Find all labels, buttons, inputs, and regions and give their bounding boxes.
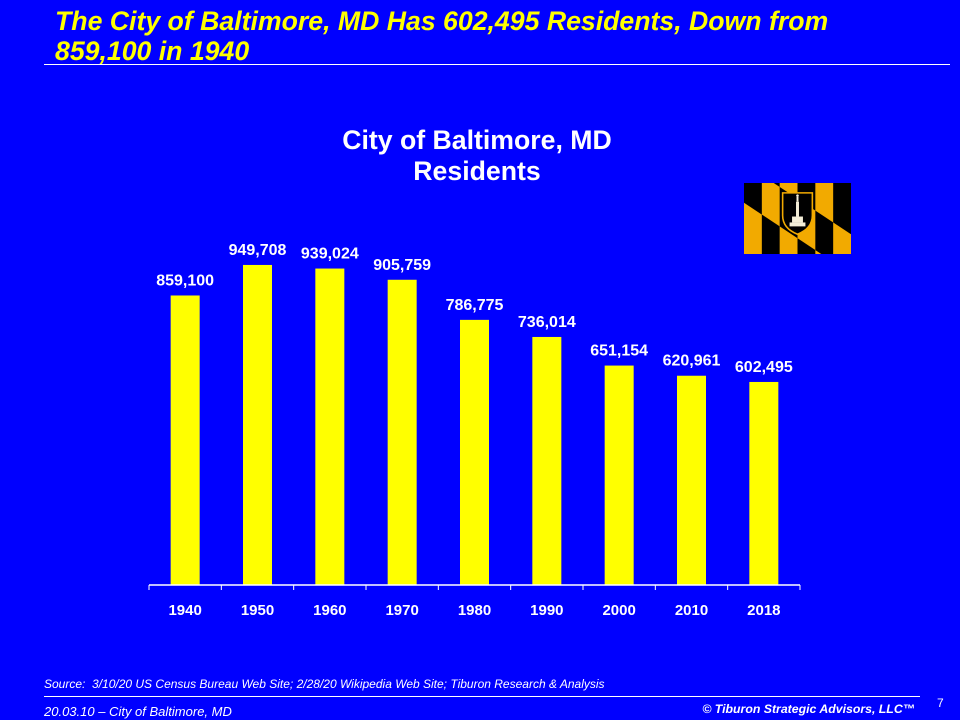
bar-chart: 859,100 1940 949,708 1950 939,024 1960 905,759…: [148, 242, 801, 619]
data-label-2018: 602,495: [735, 359, 793, 376]
data-label-1970: 905,759: [373, 257, 431, 274]
copyright-notice: © Tiburon Strategic Advisors, LLC™: [702, 702, 915, 716]
x-tick-label-1970: 1970: [385, 602, 418, 619]
source-note: Source: 3/10/20 US Census Bureau Web Sit…: [44, 677, 605, 691]
data-label-2010: 620,961: [663, 353, 721, 370]
footer-divider: [44, 696, 920, 697]
x-tick-label-2010: 2010: [675, 602, 708, 619]
x-tick-label-1990: 1990: [530, 602, 563, 619]
bar-1990: [532, 336, 562, 585]
x-tick-label-2018: 2018: [747, 602, 780, 619]
monument-base: [789, 222, 806, 227]
page-number: 7: [937, 696, 944, 710]
data-label-1980: 786,775: [446, 297, 504, 314]
chart-title: City of Baltimore, MD Residents: [342, 125, 612, 186]
data-label-1950: 949,708: [229, 242, 287, 259]
x-tick-label-1940: 1940: [168, 602, 201, 619]
monument-pedestal: [792, 216, 803, 223]
bar-1940: [170, 295, 200, 585]
bar-2010: [677, 375, 706, 585]
bar-1960: [315, 268, 345, 585]
bar-1950: [243, 264, 272, 585]
x-tick-label-1960: 1960: [313, 602, 346, 619]
monument-statue: [796, 196, 799, 202]
data-label-2000: 651,154: [590, 343, 648, 360]
bar-1970: [387, 279, 417, 585]
x-tick-label-2000: 2000: [602, 602, 635, 619]
data-label-1940: 859,100: [156, 272, 214, 289]
x-tick-label-1950: 1950: [241, 602, 274, 619]
x-tick-label-1980: 1980: [458, 602, 491, 619]
data-label-1990: 736,014: [518, 314, 576, 331]
data-label-1960: 939,024: [301, 246, 359, 263]
baltimore-flag: [744, 183, 851, 254]
bar-2000: [604, 365, 634, 585]
bar-2018: [749, 381, 779, 585]
battle-monument-icon: [789, 194, 806, 227]
title-divider: [44, 64, 950, 65]
slide-title: The City of Baltimore, MD Has 602,495 Re…: [55, 6, 829, 66]
footer-date-label: 20.03.10 – City of Baltimore, MD: [44, 704, 232, 719]
monument-statue-head: [796, 194, 799, 197]
bar-1980: [460, 319, 489, 585]
monument-column: [796, 201, 799, 217]
